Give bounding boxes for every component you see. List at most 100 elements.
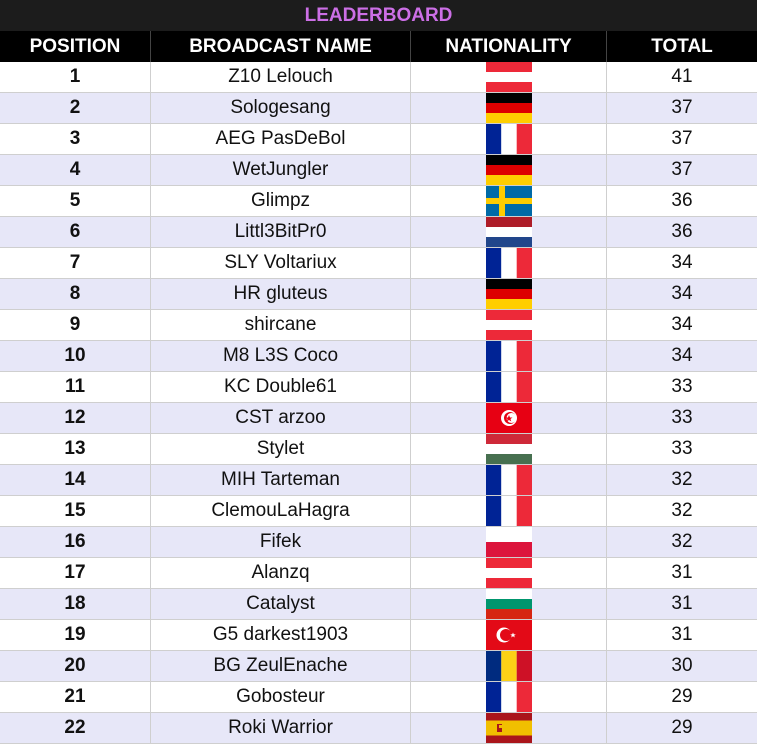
total-cell: 33	[671, 438, 693, 459]
leaderboard-title: LEADERBOARD	[0, 0, 757, 31]
nationality-cell	[411, 496, 607, 526]
broadcast-name-cell: MIH Tarteman	[151, 465, 411, 495]
france-flag-icon	[485, 248, 532, 278]
position-cell: 18	[0, 589, 151, 619]
nationality-cell	[411, 372, 607, 402]
broadcast-name-cell: Glimpz	[151, 186, 411, 216]
position-cell: 21	[0, 682, 151, 712]
position-cell: 20	[0, 651, 151, 681]
france-flag-icon	[485, 372, 532, 402]
broadcast-name-cell: Roki Warrior	[151, 713, 411, 743]
spain-flag-icon	[485, 713, 532, 743]
nationality-cell	[411, 279, 607, 309]
position-cell: 11	[0, 372, 151, 402]
turkey-flag-icon	[485, 620, 532, 650]
nationality-cell	[411, 186, 607, 216]
total-cell: 29	[671, 717, 693, 738]
nationality-cell	[411, 155, 607, 185]
broadcast-name-cell: G5 darkest1903	[151, 620, 411, 650]
position-cell: 9	[0, 310, 151, 340]
broadcast-name-cell: CST arzoo	[151, 403, 411, 433]
nationality-cell	[411, 651, 607, 681]
nationality-cell	[411, 403, 607, 433]
total-cell: 36	[671, 190, 693, 211]
germany-flag-icon	[485, 155, 532, 185]
bulgaria-flag-icon	[485, 589, 532, 619]
broadcast-name-cell: Gobosteur	[151, 682, 411, 712]
position-cell: 12	[0, 403, 151, 433]
poland-flag-icon	[485, 527, 532, 557]
broadcast-name-cell: Stylet	[151, 434, 411, 464]
position-cell: 3	[0, 124, 151, 154]
total-cell: 34	[671, 314, 693, 335]
germany-flag-icon	[485, 279, 532, 309]
broadcast-name-cell: Fifek	[151, 527, 411, 557]
table-row: 11 KC Double61 33	[0, 372, 757, 403]
position-cell: 13	[0, 434, 151, 464]
table-row: 10 M8 L3S Coco 34	[0, 341, 757, 372]
header-broadcast-name: BROADCAST NAME	[151, 31, 411, 62]
total-cell: 34	[671, 345, 693, 366]
position-cell: 17	[0, 558, 151, 588]
header-position: POSITION	[0, 31, 151, 62]
austria-flag-icon	[485, 62, 532, 92]
sweden-flag-icon	[485, 186, 532, 216]
total-cell: 33	[671, 376, 693, 397]
austria-flag-icon	[485, 558, 532, 588]
nationality-cell	[411, 527, 607, 557]
position-cell: 2	[0, 93, 151, 123]
header-total: TOTAL	[651, 35, 713, 57]
nationality-cell	[411, 62, 607, 92]
nationality-cell	[411, 124, 607, 154]
broadcast-name-cell: KC Double61	[151, 372, 411, 402]
broadcast-name-cell: Littl3BitPr0	[151, 217, 411, 247]
nationality-cell	[411, 682, 607, 712]
total-cell: 32	[671, 531, 693, 552]
france-flag-icon	[485, 496, 532, 526]
nationality-cell	[411, 713, 607, 743]
total-cell: 36	[671, 221, 693, 242]
total-cell: 33	[671, 407, 693, 428]
total-cell: 32	[671, 500, 693, 521]
header-row: POSITION BROADCAST NAME NATIONALITY TOTA…	[0, 31, 757, 62]
position-cell: 6	[0, 217, 151, 247]
total-cell: 41	[671, 66, 693, 87]
table-row: 9 shircane 34	[0, 310, 757, 341]
broadcast-name-cell: HR gluteus	[151, 279, 411, 309]
total-cell: 31	[671, 624, 693, 645]
table-row: 8 HR gluteus 34	[0, 279, 757, 310]
france-flag-icon	[485, 124, 532, 154]
table-row: 5 Glimpz 36	[0, 186, 757, 217]
position-cell: 15	[0, 496, 151, 526]
netherlands-flag-icon	[485, 217, 532, 247]
france-flag-icon	[485, 341, 532, 371]
table-row: 15 ClemouLaHagra 32	[0, 496, 757, 527]
position-cell: 22	[0, 713, 151, 743]
nationality-cell	[411, 93, 607, 123]
broadcast-name-cell: WetJungler	[151, 155, 411, 185]
broadcast-name-cell: SLY Voltariux	[151, 248, 411, 278]
table-row: 3 AEG PasDeBol 37	[0, 124, 757, 155]
total-cell: 32	[671, 469, 693, 490]
total-cell: 29	[671, 686, 693, 707]
total-cell: 34	[671, 252, 693, 273]
position-cell: 16	[0, 527, 151, 557]
nationality-cell	[411, 217, 607, 247]
table-row: 17 Alanzq 31	[0, 558, 757, 589]
total-cell: 37	[671, 159, 693, 180]
table-row: 14 MIH Tarteman 32	[0, 465, 757, 496]
position-cell: 10	[0, 341, 151, 371]
broadcast-name-cell: ClemouLaHagra	[151, 496, 411, 526]
table-row: 18 Catalyst 31	[0, 589, 757, 620]
germany-flag-icon	[485, 93, 532, 123]
position-cell: 14	[0, 465, 151, 495]
header-nationality: NATIONALITY	[411, 31, 607, 62]
nationality-cell	[411, 248, 607, 278]
position-cell: 5	[0, 186, 151, 216]
table-row: 4 WetJungler 37	[0, 155, 757, 186]
nationality-cell	[411, 620, 607, 650]
nationality-cell	[411, 341, 607, 371]
table-row: 12 CST arzoo 33	[0, 403, 757, 434]
austria-flag-icon	[485, 310, 532, 340]
nationality-cell	[411, 465, 607, 495]
